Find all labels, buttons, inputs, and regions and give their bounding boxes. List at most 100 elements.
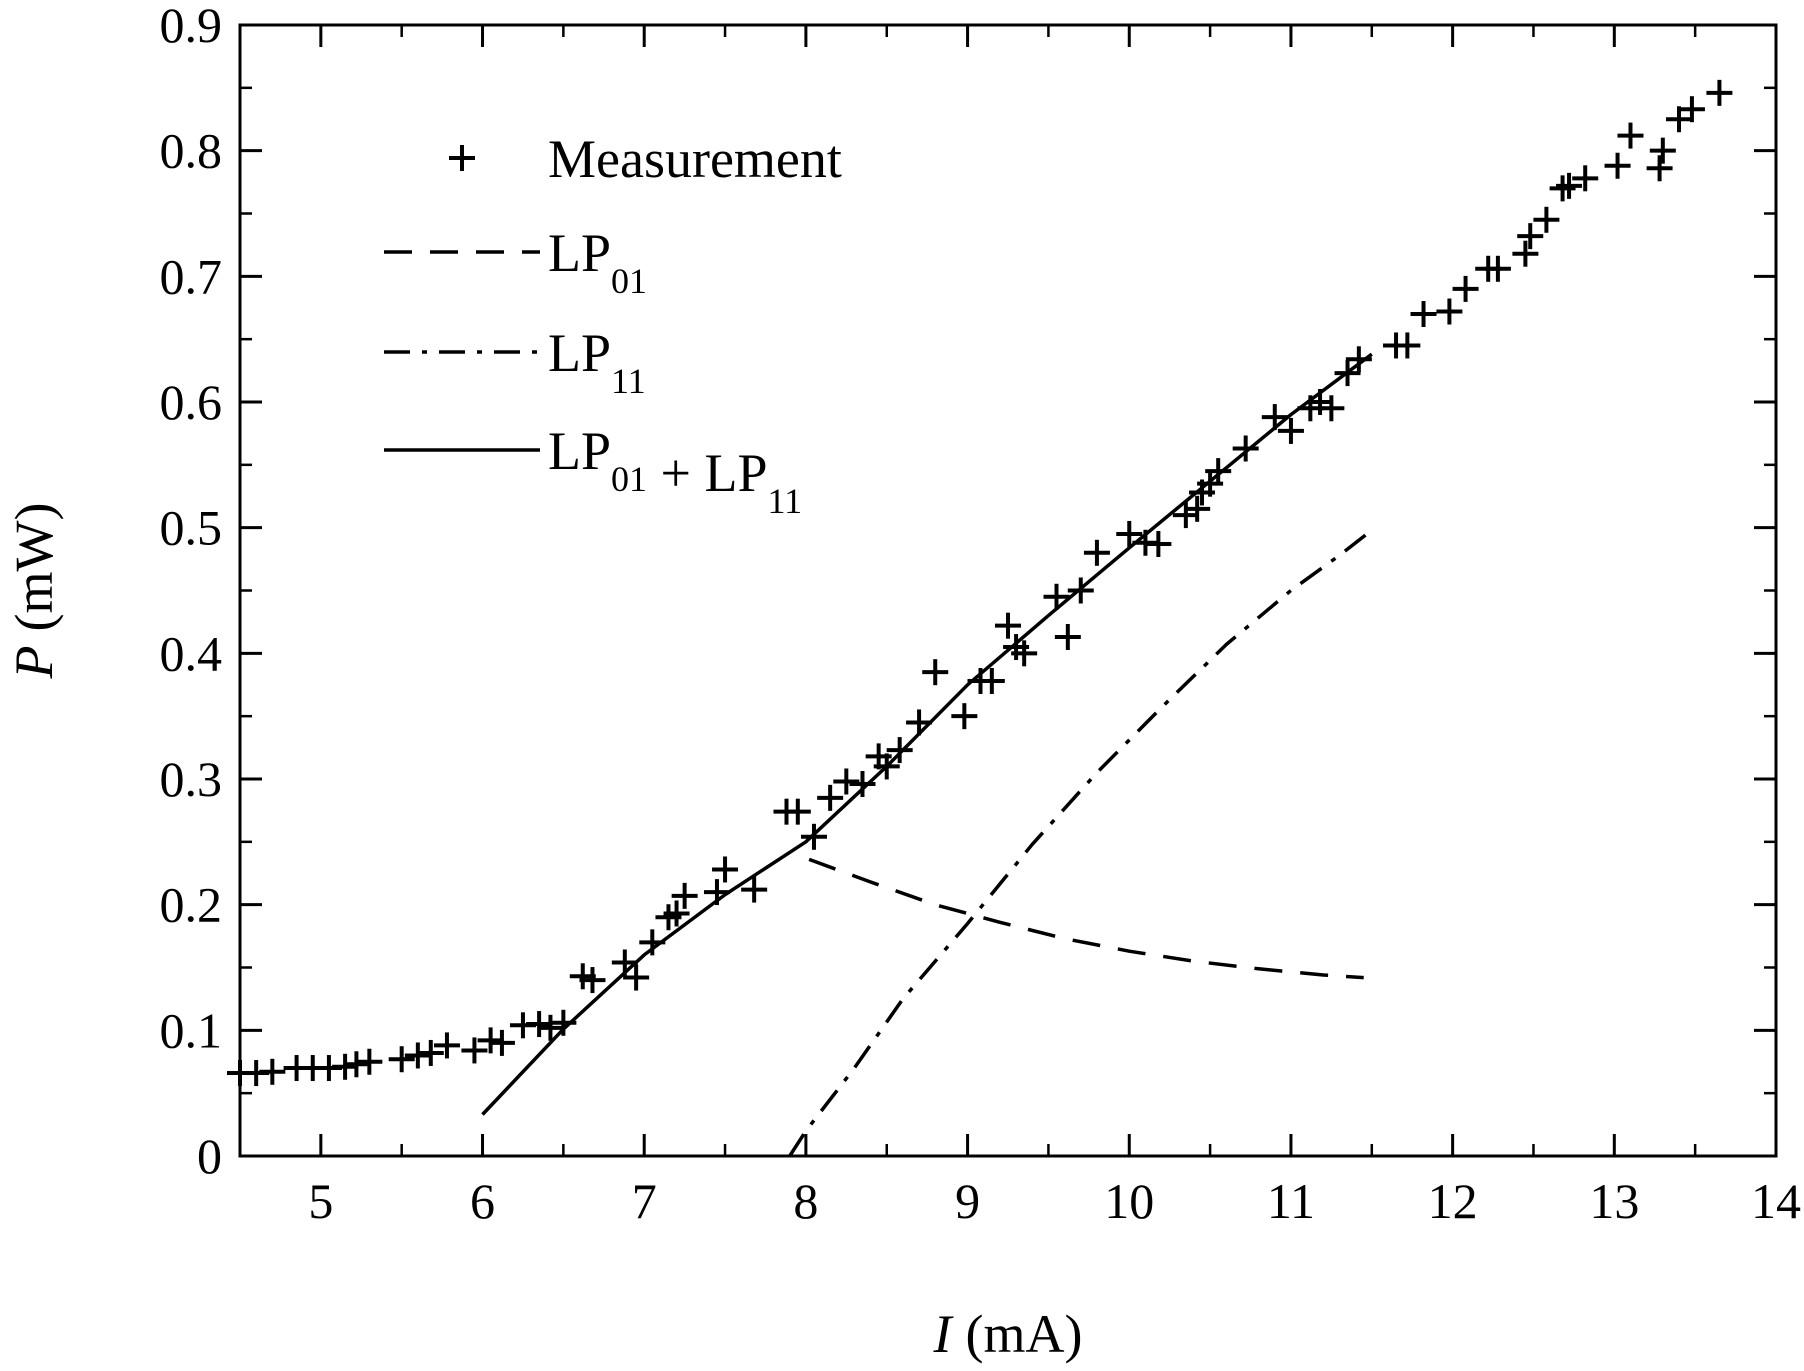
measurement-point	[1318, 395, 1345, 422]
measurement-point	[1172, 502, 1199, 529]
y-axis-symbol: P	[4, 645, 64, 679]
x-tick-label: 9	[955, 1173, 980, 1229]
measurement-point	[332, 1053, 359, 1080]
measurement-point	[663, 900, 690, 927]
measurement-point	[343, 1051, 370, 1078]
legend-label-sum: LP01 + LP11	[548, 421, 802, 521]
measurement-point	[259, 1058, 286, 1085]
measurement-point	[978, 667, 1005, 694]
y-tick-label: 0.6	[160, 374, 223, 430]
measurement-point	[833, 768, 860, 795]
sum-line	[481, 352, 1373, 1116]
measurement-point	[1232, 435, 1259, 462]
measurement-point	[1706, 79, 1733, 106]
measurement-point	[1011, 640, 1038, 667]
series-layer	[227, 79, 1733, 1157]
measurement-point	[579, 967, 606, 994]
x-axis-symbol: I	[933, 1304, 955, 1364]
measurement-point	[800, 823, 827, 850]
x-tick-label: 13	[1589, 1173, 1639, 1229]
plot-frame	[238, 23, 1778, 1158]
measurement-point	[1484, 255, 1511, 282]
measurement-point	[906, 709, 933, 736]
measurement-point	[488, 1029, 515, 1056]
measurement-point	[1646, 155, 1673, 182]
legend-text-part: LP	[548, 323, 611, 383]
measurement-point	[1116, 520, 1143, 547]
legend-subscript: 01	[611, 459, 647, 499]
measurement-point	[404, 1042, 431, 1069]
measurement-point	[1452, 275, 1479, 302]
measurement-point	[1604, 152, 1631, 179]
measurement-point	[623, 964, 650, 991]
y-tick-label: 0.1	[160, 1002, 223, 1058]
measurement-point	[671, 882, 698, 909]
measurement-point	[1556, 172, 1583, 199]
measurement-point	[995, 612, 1021, 639]
measurement-point	[1184, 495, 1211, 522]
legend-text-part: LP	[548, 421, 611, 481]
measurement-point	[1572, 165, 1599, 192]
measurement-point	[817, 784, 844, 811]
y-axis-title: P (mW)	[4, 503, 64, 680]
measurement-point	[741, 876, 768, 903]
measurement-point	[1549, 175, 1576, 202]
measurement-point	[477, 1027, 504, 1054]
x-tick-label: 12	[1428, 1173, 1478, 1229]
legend-text-part: LP	[548, 223, 611, 283]
measurement-point	[1517, 223, 1544, 250]
measurement-point	[537, 1014, 564, 1041]
legend-subscript: 01	[611, 261, 647, 301]
measurement-point	[1649, 137, 1676, 164]
measurement-point	[526, 1011, 553, 1038]
x-axis-unit: (mA)	[966, 1304, 1083, 1364]
x-tick-label: 8	[793, 1173, 818, 1229]
x-tick-label: 7	[632, 1173, 657, 1229]
y-tick-label: 0.7	[160, 248, 223, 304]
measurement-point	[1054, 623, 1081, 650]
lp01-line	[808, 857, 1364, 980]
legend-label-lp11: LP11	[548, 323, 646, 401]
axes: 5 6 7 8 9 10 11 12 13 14 0 0.1 0.2 0.3 0.4 0.5 0.6 0.7 0.8…	[4, 0, 1801, 1364]
measurement-point	[712, 856, 739, 883]
measurement-point	[388, 1046, 415, 1073]
measurement-point	[1083, 539, 1110, 566]
measurement-point	[1394, 332, 1421, 359]
legend-text-part: + LP	[647, 443, 767, 503]
measurement-point	[1533, 206, 1560, 233]
x-tick-label: 11	[1267, 1173, 1315, 1229]
measurement-point	[1277, 417, 1304, 444]
measurement-point	[1617, 122, 1644, 149]
legend-subscript: 11	[611, 361, 646, 401]
y-axis-unit: (mW)	[4, 503, 64, 632]
measurement-point	[461, 1037, 488, 1064]
measurement-point	[1043, 583, 1070, 610]
measurement-point	[1678, 96, 1705, 123]
legend-label-measurement: Measurement	[548, 129, 842, 189]
y-tick-label: 0.9	[160, 0, 223, 53]
measurement-point	[1410, 301, 1437, 328]
y-tick-label: 0.2	[160, 877, 223, 933]
y-tick-label: 0.3	[160, 751, 223, 807]
measurement-point	[1512, 240, 1539, 267]
y-tick-label: 0.4	[160, 625, 223, 681]
measurement-point	[784, 798, 811, 825]
lp11-line	[788, 532, 1368, 1157]
measurement-point	[1345, 346, 1372, 373]
x-tick-label: 5	[308, 1173, 333, 1229]
measurement-point	[433, 1032, 460, 1059]
measurement-point	[1205, 458, 1232, 485]
measurement-point	[1145, 531, 1172, 558]
x-tick-label: 6	[470, 1173, 495, 1229]
measurement-point	[849, 771, 876, 798]
measurement-point	[417, 1039, 444, 1066]
measurement-point	[1436, 298, 1463, 325]
legend-label-lp01: LP01	[548, 223, 647, 301]
x-tick-label: 14	[1751, 1173, 1801, 1229]
measurement-point	[886, 737, 913, 764]
measurement-point	[951, 703, 978, 730]
y-tick-label: 0.5	[160, 500, 223, 556]
x-axis-title: I (mA)	[933, 1304, 1083, 1364]
y-tick-label: 0.8	[160, 123, 223, 179]
